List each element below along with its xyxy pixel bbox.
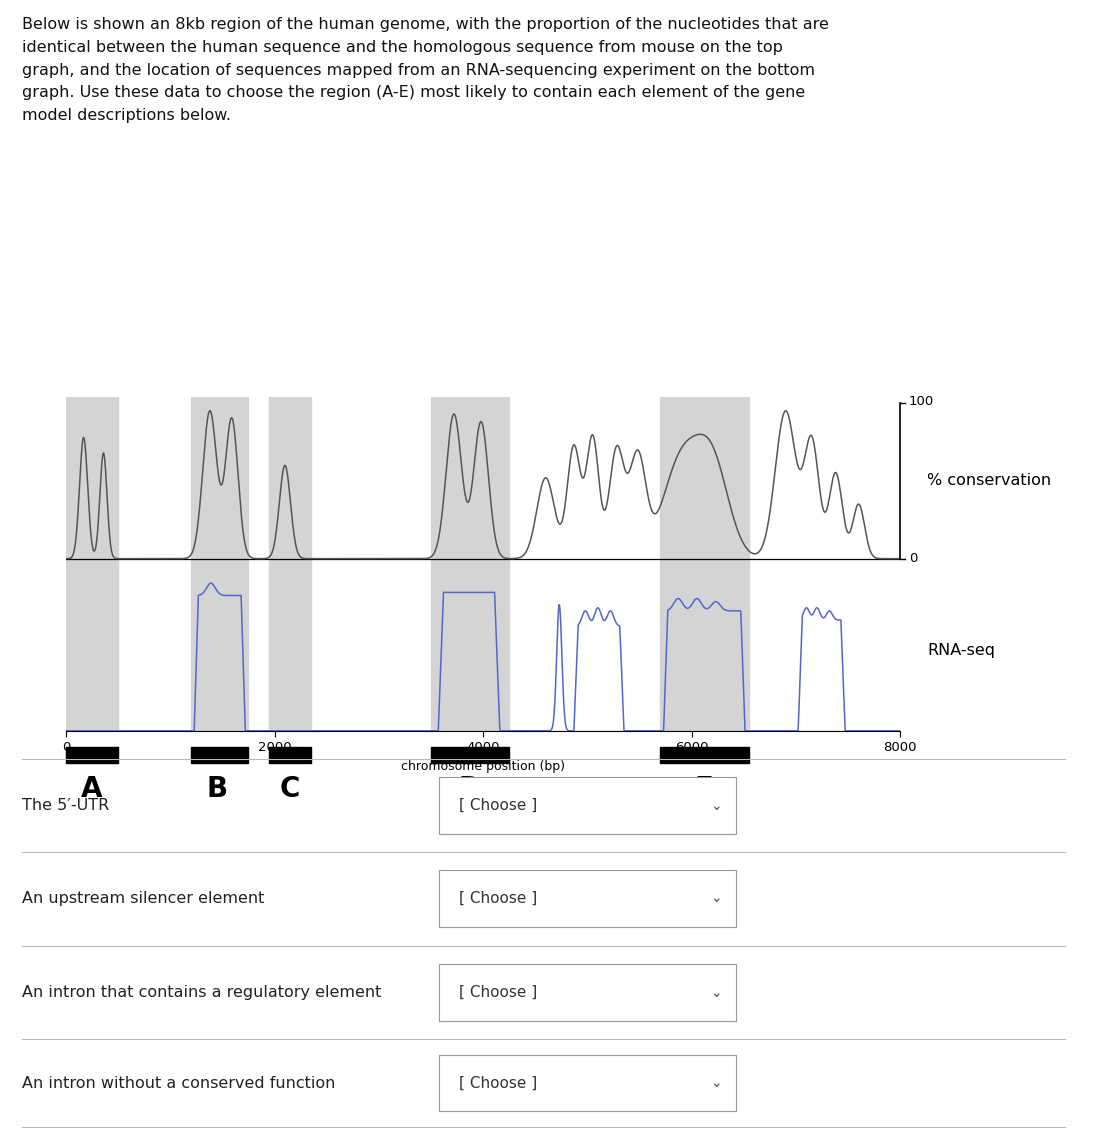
- Text: [ Choose ]: [ Choose ]: [459, 1075, 537, 1091]
- Text: B: B: [206, 775, 227, 803]
- Bar: [66, 397, 119, 731]
- Text: The 5′-UTR: The 5′-UTR: [22, 798, 109, 813]
- Text: 0: 0: [909, 552, 917, 565]
- Text: D: D: [458, 775, 481, 803]
- Text: An upstream silencer element: An upstream silencer element: [22, 891, 265, 906]
- Text: % conservation: % conservation: [928, 472, 1052, 487]
- Text: ⌄: ⌄: [710, 1076, 721, 1090]
- Bar: [430, 397, 509, 731]
- Text: [ Choose ]: [ Choose ]: [459, 798, 537, 813]
- Bar: [269, 397, 311, 731]
- Text: ⌄: ⌄: [710, 892, 721, 905]
- Text: An intron that contains a regulatory element: An intron that contains a regulatory ele…: [22, 985, 381, 1000]
- Text: E: E: [695, 775, 714, 803]
- Text: An intron without a conserved function: An intron without a conserved function: [22, 1075, 335, 1091]
- Text: C: C: [280, 775, 301, 803]
- Bar: [191, 397, 248, 731]
- Text: [ Choose ]: [ Choose ]: [459, 891, 537, 906]
- Bar: [661, 397, 749, 731]
- Text: ⌄: ⌄: [710, 986, 721, 999]
- Text: RNA-seq: RNA-seq: [928, 644, 996, 658]
- Text: Below is shown an 8kb region of the human genome, with the proportion of the nuc: Below is shown an 8kb region of the huma…: [22, 17, 829, 123]
- Text: A: A: [81, 775, 103, 803]
- Text: ⌄: ⌄: [710, 799, 721, 812]
- Text: [ Choose ]: [ Choose ]: [459, 985, 537, 1000]
- X-axis label: chromosome position (bp): chromosome position (bp): [401, 760, 565, 773]
- Text: 100: 100: [909, 395, 934, 408]
